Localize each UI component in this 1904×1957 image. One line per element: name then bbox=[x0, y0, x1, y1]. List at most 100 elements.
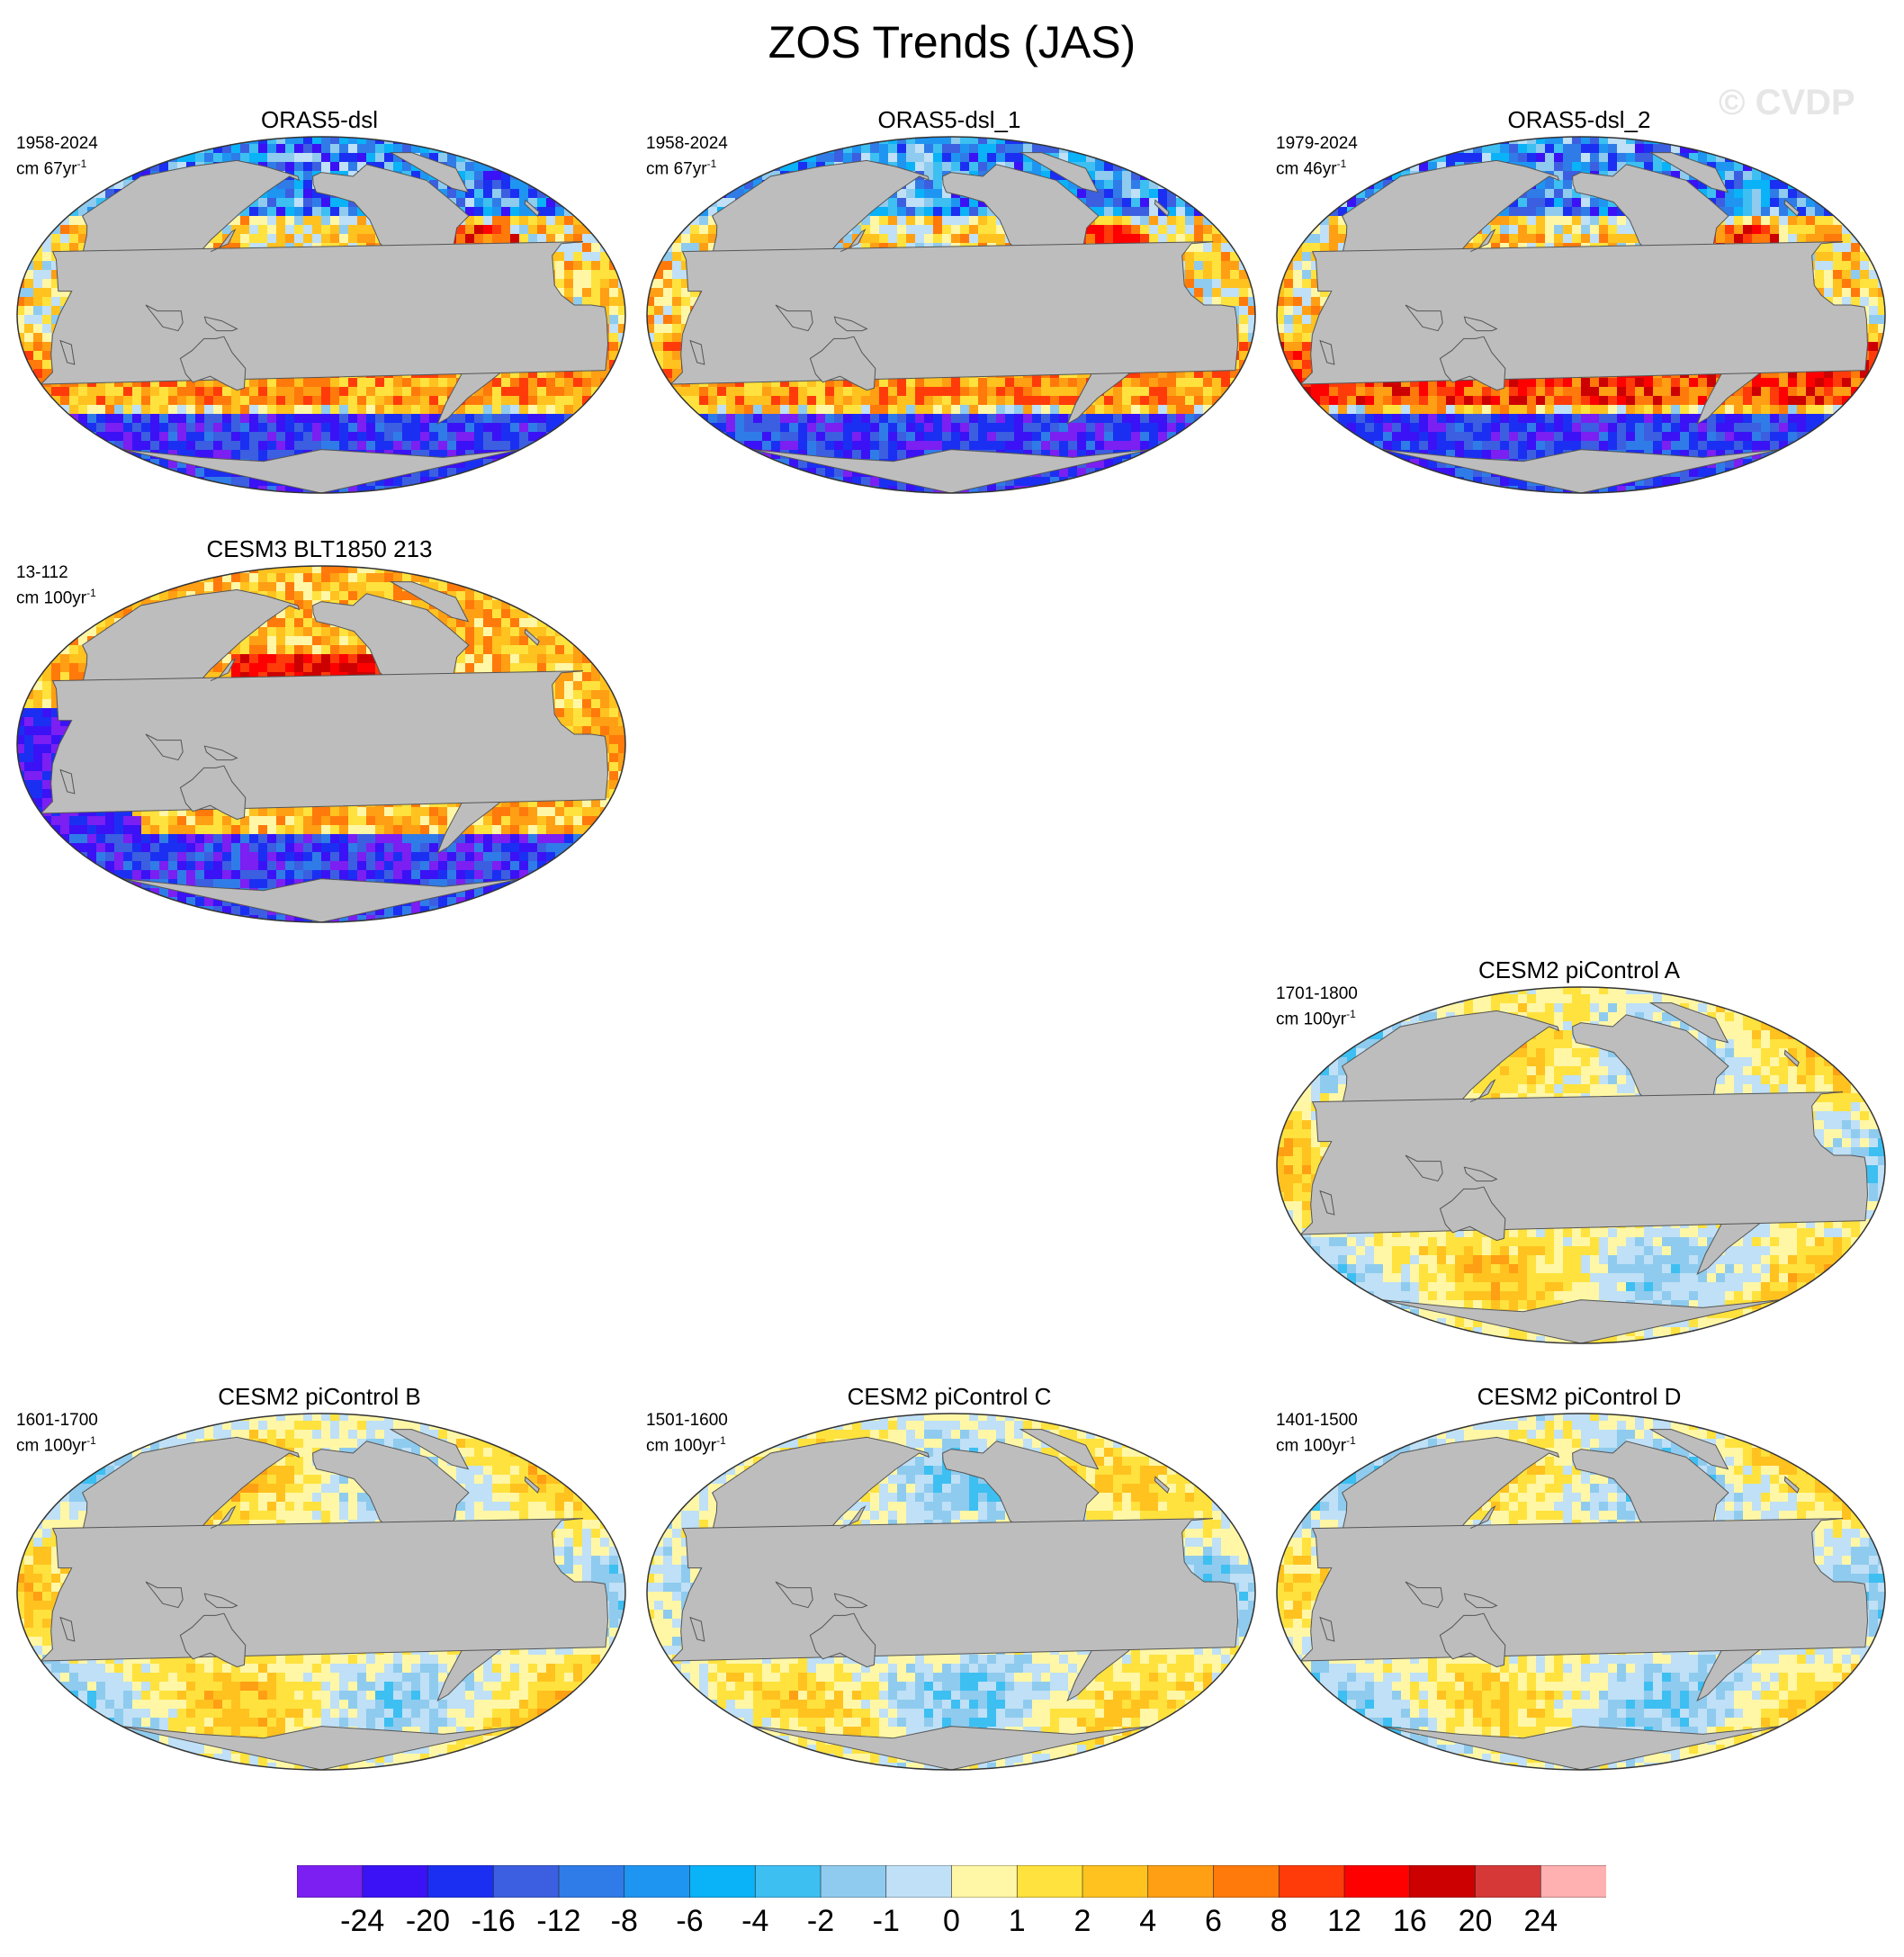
world-map bbox=[1276, 986, 1886, 1344]
world-map bbox=[646, 1413, 1256, 1771]
panel-title: CESM2 piControl B bbox=[9, 1383, 630, 1411]
period-label: 1701-1800 bbox=[1276, 983, 1358, 1004]
period-label: 1401-1500 bbox=[1276, 1410, 1358, 1431]
colorbar-swatch bbox=[362, 1865, 429, 1898]
colorbar-swatch bbox=[1213, 1865, 1280, 1898]
landmass-africa bbox=[1299, 1518, 1869, 1662]
landmass-africa bbox=[1299, 1091, 1869, 1235]
colorbar-tick-label: -2 bbox=[807, 1904, 834, 1939]
colorbar-swatch bbox=[1540, 1865, 1606, 1898]
landmass-antarctica bbox=[121, 1726, 521, 1770]
panel-title: ORAS5-dsl_2 bbox=[1269, 106, 1890, 134]
colorbar-swatch bbox=[1475, 1865, 1542, 1898]
colorbar-swatch bbox=[624, 1865, 691, 1898]
landmass-indonesia bbox=[775, 1581, 813, 1609]
colorbar-swatch bbox=[297, 1865, 364, 1898]
colorbar-tick-label: 20 bbox=[1459, 1904, 1493, 1939]
map-panel-oras5-dsl-2: ORAS5-dsl_2 1979-2024 cm 46yr-1 bbox=[1269, 106, 1890, 502]
landmass-australia bbox=[809, 1612, 876, 1668]
landmass-madagascar bbox=[1319, 1616, 1335, 1642]
landmass-antarctica bbox=[1381, 449, 1781, 493]
world-map bbox=[646, 136, 1256, 494]
colorbar-tick-label: -4 bbox=[741, 1904, 768, 1939]
landmass-japan bbox=[840, 1505, 867, 1530]
world-map bbox=[16, 136, 626, 494]
landmass-madagascar bbox=[689, 1616, 705, 1642]
map-panel-oras5-dsl: ORAS5-dsl 1958-2024 cm 67yr-1 bbox=[9, 106, 630, 502]
landmass-new-guinea bbox=[1463, 1593, 1498, 1609]
landmass-indonesia bbox=[145, 733, 184, 761]
panel-title: CESM2 piControl C bbox=[639, 1383, 1260, 1411]
colorbar-tick-label: 0 bbox=[943, 1904, 960, 1939]
landmass-new-guinea bbox=[203, 1593, 238, 1609]
landmass-japan bbox=[1469, 1505, 1496, 1530]
map-border bbox=[1276, 1413, 1886, 1771]
figure-title: ZOS Trends (JAS) bbox=[0, 16, 1904, 68]
colorbar-tick-label: -16 bbox=[472, 1904, 516, 1939]
map-border bbox=[1276, 136, 1886, 494]
colorbar-swatch bbox=[754, 1865, 822, 1898]
landmass-greenland bbox=[389, 152, 470, 193]
landmass-greenland bbox=[1648, 1002, 1729, 1044]
map-panel-cesm3-blt1850: CESM3 BLT1850 213 13-112 cm 100yr-1 bbox=[9, 535, 630, 931]
panel-title: CESM3 BLT1850 213 bbox=[9, 535, 630, 563]
units-label: cm 100yr-1 bbox=[16, 1431, 96, 1456]
units-label: cm 100yr-1 bbox=[1276, 1431, 1356, 1456]
landmass-madagascar bbox=[59, 339, 76, 365]
landmass-new-guinea bbox=[203, 745, 238, 761]
colorbar-swatch bbox=[558, 1865, 625, 1898]
colorbar-swatch bbox=[689, 1865, 757, 1898]
landmass-new-guinea bbox=[1463, 316, 1498, 332]
landmass-uk bbox=[1154, 1476, 1170, 1494]
colorbar-swatch bbox=[1082, 1865, 1149, 1898]
map-border bbox=[646, 136, 1256, 494]
world-map bbox=[16, 1413, 626, 1771]
units-label: cm 67yr-1 bbox=[646, 154, 716, 179]
landmass-australia bbox=[179, 765, 247, 821]
landmass-uk bbox=[1783, 1049, 1800, 1067]
colorbar-tick-label: -20 bbox=[406, 1904, 450, 1939]
landmass-greenland bbox=[1019, 152, 1100, 193]
colorbar-tick-label: -24 bbox=[340, 1904, 384, 1939]
landmass-madagascar bbox=[59, 1616, 76, 1642]
map-border bbox=[16, 1413, 626, 1771]
map-border bbox=[646, 1413, 1256, 1771]
units-label: cm 100yr-1 bbox=[1276, 1004, 1356, 1029]
colorbar-tick-label: -1 bbox=[873, 1904, 900, 1939]
landmass-uk bbox=[1783, 1476, 1800, 1494]
period-label: 1979-2024 bbox=[1276, 133, 1358, 154]
landmass-antarctica bbox=[1381, 1299, 1781, 1343]
map-panel-oras5-dsl-1: ORAS5-dsl_1 1958-2024 cm 67yr-1 bbox=[639, 106, 1260, 502]
colorbar-tick-label: 2 bbox=[1074, 1904, 1091, 1939]
landmass-japan bbox=[1469, 229, 1496, 253]
colorbar-tick-label: 6 bbox=[1205, 1904, 1222, 1939]
period-label: 1601-1700 bbox=[16, 1410, 98, 1431]
landmass-australia bbox=[179, 336, 247, 391]
landmass-uk bbox=[1154, 199, 1170, 217]
units-label: cm 67yr-1 bbox=[16, 154, 86, 179]
units-label: cm 46yr-1 bbox=[1276, 154, 1346, 179]
colorbar-swatch bbox=[1016, 1865, 1083, 1898]
colorbar-swatch bbox=[820, 1865, 887, 1898]
landmass-greenland bbox=[1648, 1429, 1729, 1470]
landmass-africa bbox=[40, 670, 609, 814]
landmass-madagascar bbox=[689, 339, 705, 365]
landmass-new-guinea bbox=[833, 316, 868, 332]
panel-title: ORAS5-dsl_1 bbox=[639, 106, 1260, 134]
cvdp-watermark: © CVDP bbox=[1719, 83, 1855, 123]
period-label: 1501-1600 bbox=[646, 1410, 728, 1431]
map-panel-cesm2-picontrol-d: CESM2 piControl D 1401-1500 cm 100yr-1 bbox=[1269, 1383, 1890, 1779]
colorbar-swatch bbox=[1409, 1865, 1477, 1898]
colorbar-swatch bbox=[1147, 1865, 1215, 1898]
landmass-uk bbox=[524, 628, 540, 646]
panel-title: CESM2 piControl D bbox=[1269, 1383, 1890, 1411]
landmass-antarctica bbox=[751, 449, 1151, 493]
landmass-uk bbox=[524, 1476, 540, 1494]
panel-title: ORAS5-dsl bbox=[9, 106, 630, 134]
landmass-australia bbox=[809, 336, 876, 391]
colorbar-swatch bbox=[951, 1865, 1019, 1898]
colorbar-tick-label: -8 bbox=[611, 1904, 638, 1939]
colorbar-swatch bbox=[1278, 1865, 1345, 1898]
colorbar-tick-label: 16 bbox=[1393, 1904, 1427, 1939]
colorbar-tick-label: 8 bbox=[1271, 1904, 1288, 1939]
